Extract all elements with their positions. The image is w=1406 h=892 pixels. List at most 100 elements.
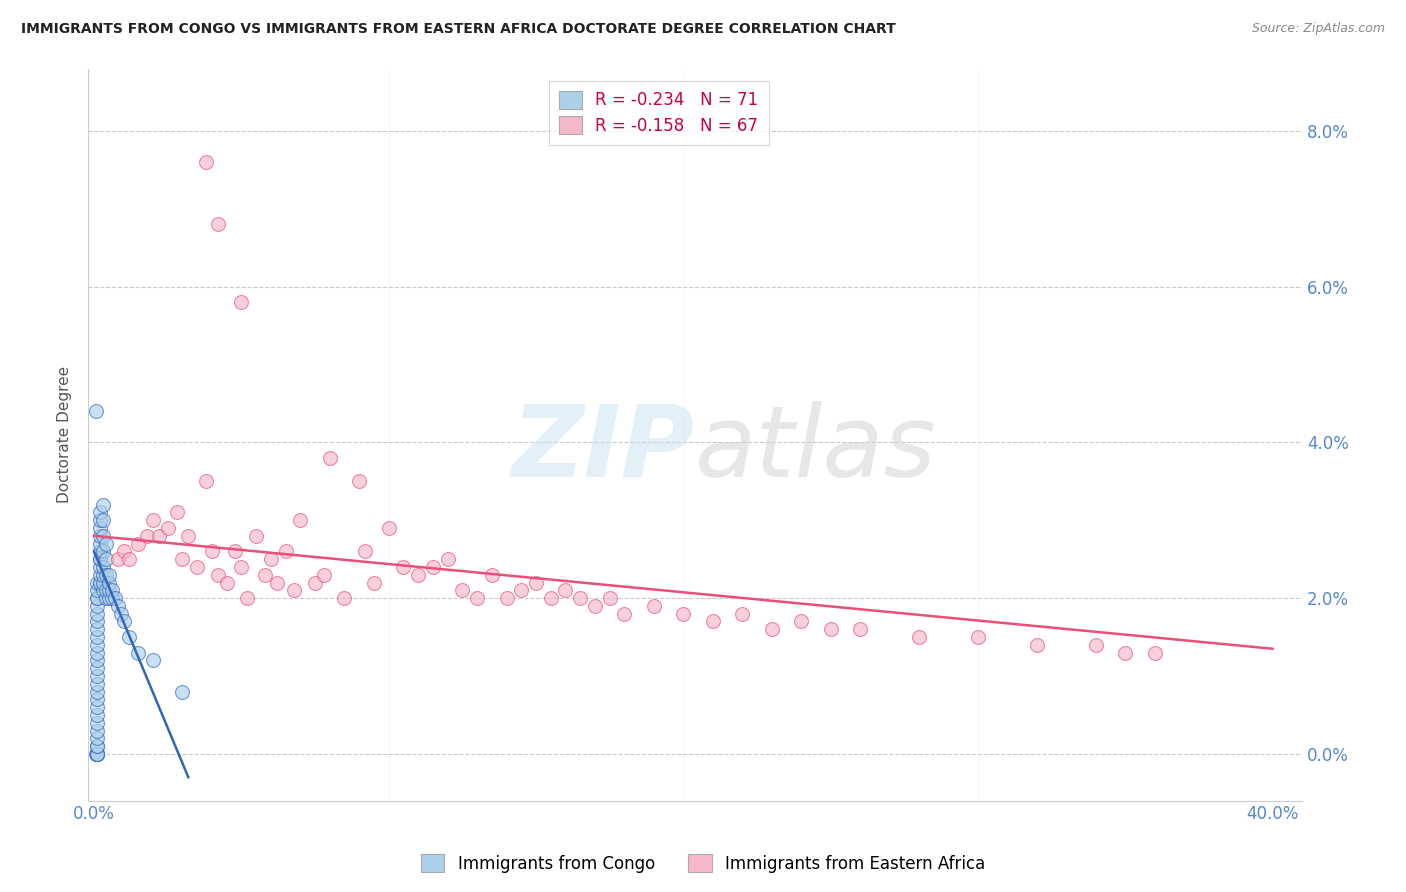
Point [86,669,108,683]
Point [86,747,108,761]
Point [195,155,218,169]
Point [86,692,108,706]
Point [583,599,606,613]
Point [86,739,108,753]
Point [215,575,238,590]
Point [86,591,108,606]
Point [89,560,111,574]
Point [86,700,108,714]
Point [599,591,621,606]
Point [186,560,208,574]
Point [524,575,547,590]
Point [761,622,783,636]
Point [91,560,114,574]
Point [312,567,335,582]
Point [245,529,267,543]
Point [110,607,132,621]
Point [347,475,370,489]
Point [86,599,108,613]
Point [86,715,108,730]
Point [142,653,165,667]
Point [540,591,562,606]
Point [554,583,576,598]
Point [86,583,108,598]
Point [166,505,188,519]
Point [967,630,990,644]
Legend: R = -0.234   N = 71, R = -0.158   N = 67: R = -0.234 N = 71, R = -0.158 N = 67 [548,80,769,145]
Point [86,747,108,761]
Point [97,575,120,590]
Point [908,630,931,644]
Point [89,552,111,566]
Point [84,404,107,418]
Point [465,591,488,606]
Point [89,567,111,582]
Point [1143,646,1166,660]
Point [86,591,108,606]
Point [613,607,636,621]
Point [86,747,108,761]
Point [354,544,377,558]
Point [260,552,283,566]
Point [86,739,108,753]
Point [100,591,122,606]
Point [94,552,117,566]
Point [86,622,108,636]
Text: atlas: atlas [695,401,936,498]
Point [118,630,141,644]
Point [91,567,114,582]
Point [89,575,111,590]
Point [392,560,415,574]
Y-axis label: Doctorate Degree: Doctorate Degree [58,366,72,503]
Point [91,529,114,543]
Point [304,575,326,590]
Point [97,567,120,582]
Point [94,591,117,606]
Point [86,747,108,761]
Point [91,513,114,527]
Point [104,591,127,606]
Point [86,575,108,590]
Point [702,615,724,629]
Point [422,560,444,574]
Point [86,607,108,621]
Point [91,575,114,590]
Point [91,498,114,512]
Point [377,521,399,535]
Point [569,591,592,606]
Text: ZIP: ZIP [512,401,695,498]
Point [89,505,111,519]
Legend: Immigrants from Congo, Immigrants from Eastern Africa: Immigrants from Congo, Immigrants from E… [415,847,991,880]
Point [86,630,108,644]
Point [94,583,117,598]
Point [290,513,312,527]
Point [177,529,200,543]
Point [790,615,813,629]
Point [643,599,665,613]
Point [672,607,695,621]
Point [86,723,108,738]
Point [86,646,108,660]
Point [436,552,458,566]
Point [274,544,297,558]
Point [481,567,503,582]
Point [91,583,114,598]
Point [86,708,108,723]
Point [136,529,159,543]
Point [283,583,305,598]
Point [89,536,111,550]
Point [148,529,170,543]
Point [406,567,429,582]
Point [1114,646,1136,660]
Point [89,529,111,543]
Point [224,544,246,558]
Point [849,622,872,636]
Point [86,615,108,629]
Point [363,575,385,590]
Point [97,583,120,598]
Point [107,599,129,613]
Point [89,544,111,558]
Text: IMMIGRANTS FROM CONGO VS IMMIGRANTS FROM EASTERN AFRICA DOCTORATE DEGREE CORRELA: IMMIGRANTS FROM CONGO VS IMMIGRANTS FROM… [21,22,896,37]
Point [89,552,111,566]
Point [510,583,533,598]
